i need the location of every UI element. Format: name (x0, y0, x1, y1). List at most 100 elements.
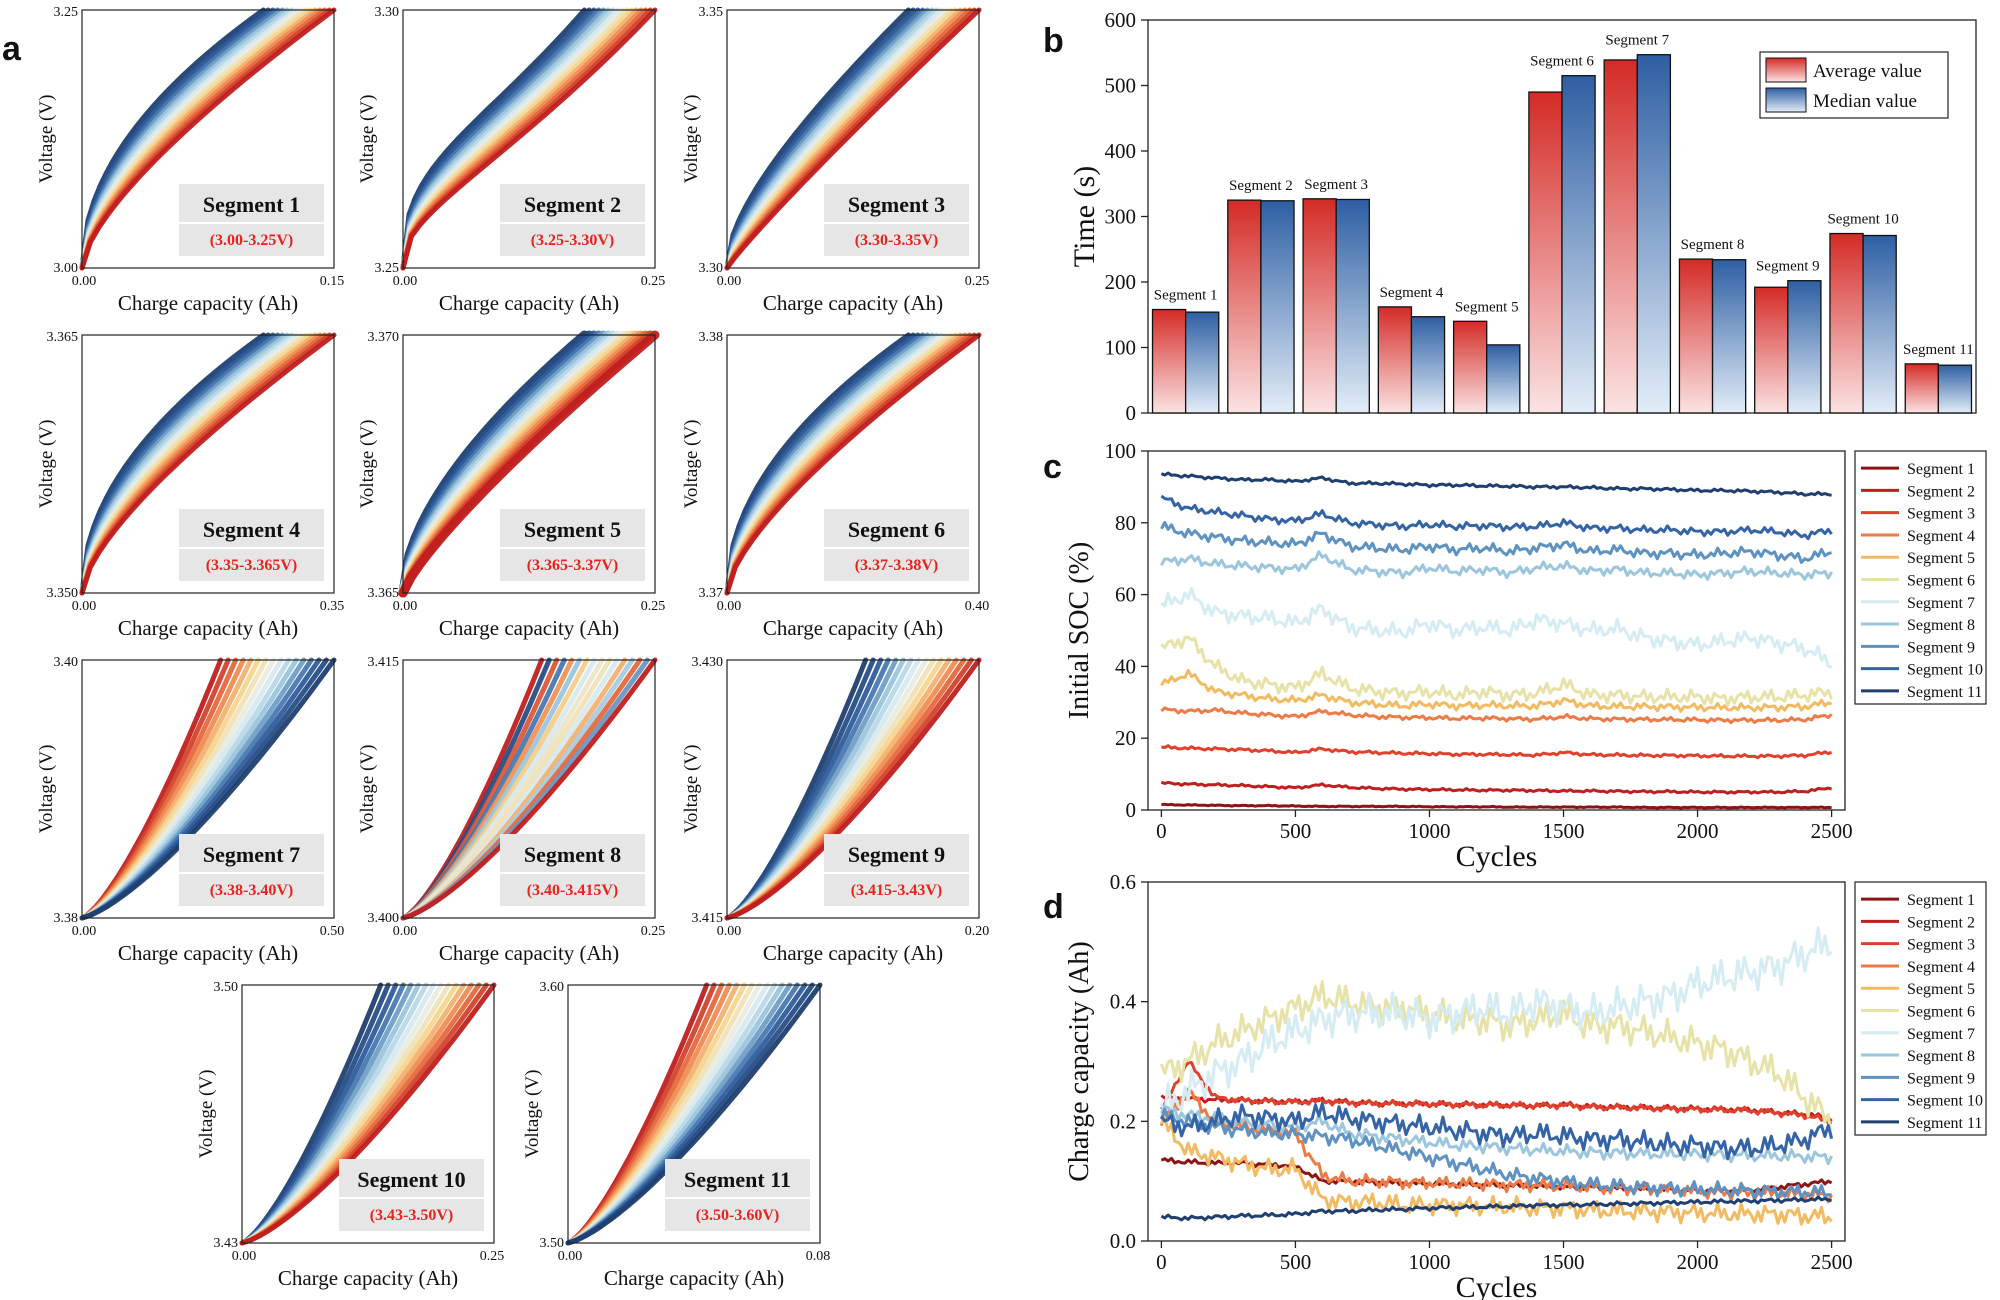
y-tick-label: 3.30 (375, 5, 400, 20)
y-tick-label: 3.35 (699, 5, 724, 20)
y-tick-label: 3.50 (214, 980, 239, 995)
x-tick-label: 0.00 (232, 1249, 257, 1264)
segment-range: (3.38-3.40V) (210, 882, 294, 899)
x-tick-label: 0 (1156, 819, 1167, 843)
bar-category-label: Segment 5 (1455, 299, 1519, 315)
bar-average (1452, 320, 1488, 414)
axes-frame (241, 984, 495, 1244)
x-axis-label: Charge capacity (Ah) (763, 616, 943, 640)
segment-label-box (665, 1159, 810, 1231)
y-tick-label: 3.43 (214, 1236, 239, 1251)
legend-swatch-average (1765, 57, 1807, 83)
x-tick-label: 0.25 (480, 1249, 505, 1264)
x-axis-label: Charge capacity (Ah) (439, 941, 619, 965)
segment-name: Segment 4 (203, 517, 300, 542)
segment-name: Segment 9 (848, 842, 945, 867)
bar-median (1486, 344, 1521, 414)
y-tick-label: 3.30 (699, 261, 724, 276)
x-tick-label: 2500 (1811, 819, 1853, 843)
y-axis-label: Voltage (V) (681, 745, 702, 834)
subplot-1: 3.25 3.000.00 0.15 Charge capacity (Ah) Volt… (36, 5, 344, 315)
legend-frame (1854, 450, 1987, 705)
series-line-8 (1160, 550, 1833, 581)
series-line-3 (1160, 1061, 1832, 1125)
x-tick-label: 0.25 (641, 274, 666, 289)
bar-median (1711, 259, 1747, 414)
legend-label-median: Median value (1813, 91, 1917, 112)
legend-label: Segment 10 (1907, 662, 1983, 679)
curve-16 (239, 982, 497, 1246)
x-axis-label: Cycles (1456, 1271, 1538, 1300)
bar-average (1678, 258, 1714, 414)
legend-label: Segment 1 (1907, 461, 1975, 478)
y-tick-label: 3.38 (54, 911, 79, 926)
x-axis-label: Charge capacity (Ah) (118, 616, 298, 640)
subplot-2: 3.30 3.250.00 0.25 Charge capacity (Ah) Volt… (357, 5, 665, 315)
x-tick-label: 0.40 (965, 599, 990, 614)
axes-frame (81, 659, 335, 919)
line-legend: Segment 1 Segment 2 Segment 3 Segment 4 Segm… (1854, 450, 1987, 705)
segment-label-box (824, 509, 969, 581)
segment-label-box (500, 509, 645, 581)
bar-category-label: Segment 9 (1756, 259, 1820, 275)
x-tick-label: 0.00 (717, 599, 742, 614)
segment-name: Segment 7 (203, 842, 300, 867)
y-tick-label: 3.60 (540, 980, 565, 995)
bar-category-label: Segment 7 (1605, 33, 1669, 49)
bar-median (1561, 75, 1596, 414)
bar-median (1787, 280, 1822, 414)
legend-label: Segment 11 (1907, 1115, 1982, 1132)
x-tick-label: 1000 (1408, 1250, 1450, 1274)
series-line-6 (1160, 635, 1834, 707)
axes-frame (402, 659, 656, 919)
segment-name: Segment 5 (524, 517, 621, 542)
x-tick-label: 500 (1280, 1250, 1312, 1274)
segment-range: (3.25-3.30V) (531, 232, 615, 249)
y-axis-label: Voltage (V) (681, 420, 702, 509)
y-tick-label: 300 (1105, 205, 1137, 229)
subplot-10: 3.50 3.430.00 0.25 Charge capacity (Ah) Volt… (196, 980, 504, 1290)
segment-label-box (179, 509, 324, 581)
curve-16 (400, 657, 658, 921)
subplot-curves (398, 330, 660, 598)
panel-b: 0 100 200 300 400 500 600 Time (s) Segment 1 Segm… (1068, 8, 1977, 425)
legend-label: Segment 9 (1907, 1070, 1975, 1087)
x-tick-label: 0.00 (393, 274, 418, 289)
x-tick-label: 1500 (1543, 1250, 1585, 1274)
y-axis-label: Voltage (V) (357, 420, 378, 509)
axes-frame (81, 334, 335, 594)
y-axis-label: Initial SOC (%) (1064, 542, 1095, 719)
x-tick-label: 0.20 (965, 924, 990, 939)
bar-category-label: Segment 2 (1229, 178, 1293, 194)
subplot-curves (400, 7, 658, 271)
series-line-6 (1159, 980, 1834, 1140)
legend-swatch-median (1765, 87, 1807, 113)
y-axis-label: Voltage (V) (36, 95, 57, 184)
series-line-2 (1160, 780, 1833, 795)
bar-median (1335, 198, 1370, 414)
x-tick-label: 0.25 (641, 924, 666, 939)
segment-label-box (339, 1159, 484, 1231)
y-axis-label: Voltage (V) (36, 420, 57, 509)
curve-16 (724, 332, 982, 596)
x-axis-label: Cycles (1456, 840, 1538, 873)
series-line-8 (1160, 1104, 1833, 1166)
bar-category-label: Segment 4 (1380, 285, 1444, 301)
subplot-curves (79, 7, 337, 271)
subplot-curves (565, 982, 823, 1246)
y-tick-label: 80 (1115, 511, 1136, 535)
x-axis-label: Charge capacity (Ah) (278, 1266, 458, 1290)
curve-16 (724, 7, 982, 271)
y-tick-label: 600 (1105, 8, 1137, 32)
bar-average (1227, 199, 1262, 414)
bar-average (1829, 232, 1864, 414)
x-tick-label: 1500 (1543, 819, 1585, 843)
series-line-3 (1161, 744, 1833, 760)
segment-label-box (824, 184, 969, 256)
segment-range: (3.40-3.415V) (527, 882, 619, 899)
legend-label: Segment 3 (1907, 937, 1975, 954)
y-tick-label: 0 (1126, 401, 1137, 425)
subplot-curves (79, 332, 337, 596)
